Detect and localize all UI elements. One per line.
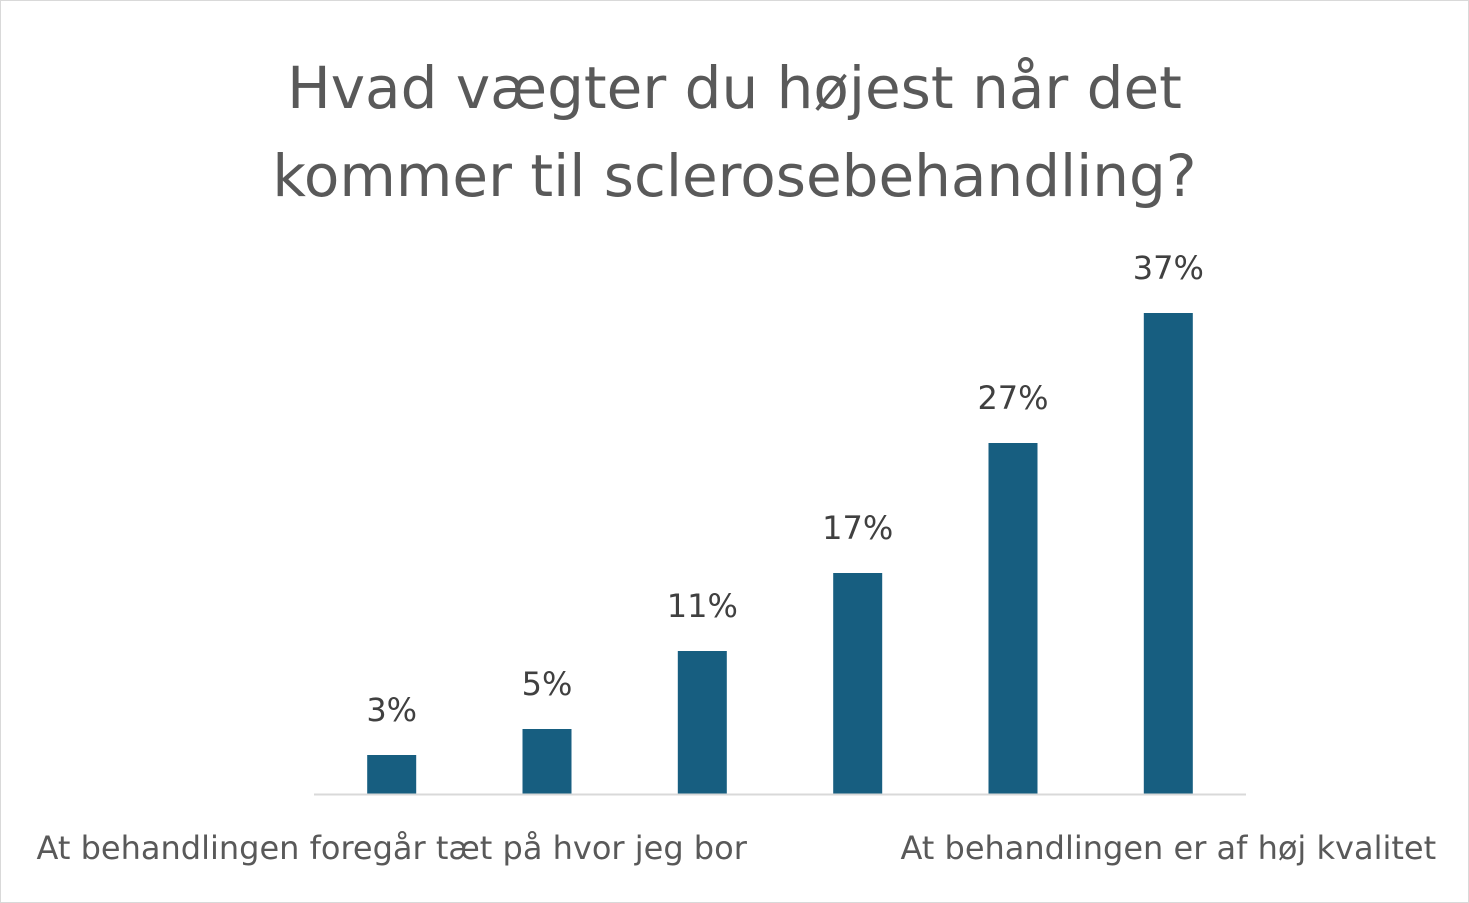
chart-title: Hvad vægter du højest når det kommer til… (0, 44, 1469, 220)
category-labels-group: At behandlingen foregår tæt på hvor jeg … (37, 829, 1437, 867)
data-label-4: 17% (822, 509, 893, 547)
data-label-2: 5% (522, 665, 573, 703)
data-labels-group: 3% 5% 11% 17% 27% 37% (366, 249, 1204, 729)
bar-2 (522, 729, 572, 794)
chart-title-line-2: kommer til sclerosebehandling? (272, 142, 1197, 210)
bar-6 (1143, 313, 1193, 794)
data-label-5: 27% (977, 379, 1048, 417)
category-label-6: At behandlingen er af høj kvalitet (900, 829, 1436, 867)
bar-3 (677, 651, 727, 794)
bar-1 (367, 755, 417, 794)
category-label-1: At behandlingen foregår tæt på hvor jeg … (37, 829, 748, 867)
bars-group (367, 313, 1193, 794)
chart-title-line-1: Hvad vægter du højest når det (287, 54, 1182, 122)
data-label-6: 37% (1133, 249, 1204, 287)
data-label-1: 3% (366, 691, 417, 729)
data-label-3: 11% (667, 587, 738, 625)
bar-4 (833, 573, 883, 794)
bar-5 (988, 443, 1038, 794)
